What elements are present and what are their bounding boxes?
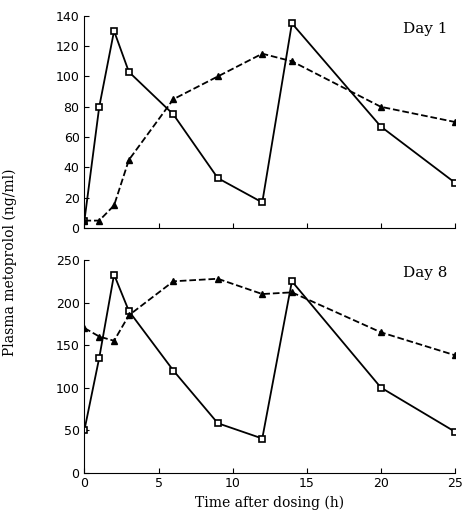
X-axis label: Time after dosing (h): Time after dosing (h) (195, 496, 344, 510)
Text: Day 8: Day 8 (403, 266, 447, 280)
Text: Plasma metoprolol (ng/ml): Plasma metoprolol (ng/ml) (2, 169, 16, 356)
Text: Day 1: Day 1 (403, 22, 447, 36)
